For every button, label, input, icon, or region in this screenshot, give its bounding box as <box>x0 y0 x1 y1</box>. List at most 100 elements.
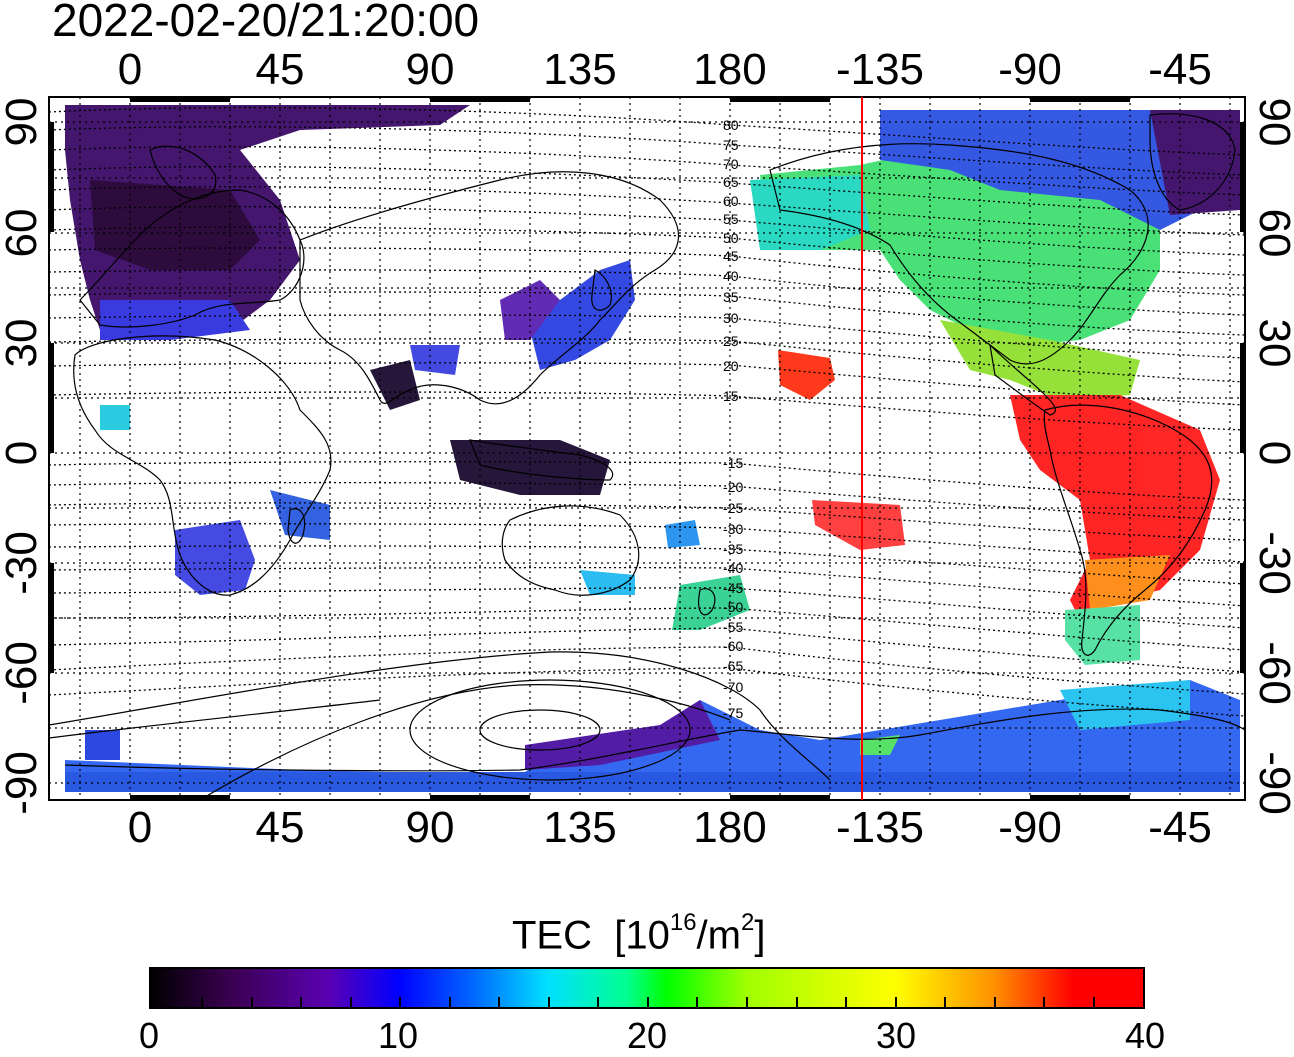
tec-region-sa-orange <box>1085 555 1170 610</box>
colorbar-unit-exponent2: 2 <box>740 909 755 936</box>
colorbar-tick <box>696 997 698 1007</box>
coast-indonesia <box>469 439 614 481</box>
top-lon-tick: -135 <box>835 45 925 94</box>
coast-japan <box>591 269 612 311</box>
magnetic-pole-contours <box>49 651 831 800</box>
coast-south-america <box>1043 404 1213 656</box>
colorbar-tick <box>994 997 996 1007</box>
colorbar-tick <box>746 997 748 1007</box>
colorbar-tick <box>796 997 798 1007</box>
bottom-lon-tick: -45 <box>1148 803 1212 852</box>
timestamp-title: 2022-02-20/21:20:00 <box>52 0 480 46</box>
colorbar-tick <box>201 997 203 1007</box>
colorbar-tick <box>498 997 500 1007</box>
right-lat-tick: 30 <box>1250 318 1294 368</box>
colorbar-quantity: TEC <box>512 913 592 958</box>
tec-region-sw-antarctic <box>85 730 120 760</box>
tec-map: 80 75 70 65 60 55 50 45 40 35 30 25 20 1… <box>48 96 1246 801</box>
colorbar-tick <box>1093 997 1095 1007</box>
frame-ticks <box>49 97 1245 800</box>
colorbar-label: 20 <box>626 1015 668 1056</box>
contour-label: 45 <box>723 248 739 264</box>
contour-label: -45 <box>723 580 743 596</box>
coastlines <box>64 113 1245 772</box>
left-lat-tick: 90 <box>0 97 46 147</box>
tec-region-south-africa <box>175 520 255 595</box>
tec-region-pacific-blue <box>665 520 700 548</box>
colorbar-label: 10 <box>377 1015 419 1056</box>
contour-label: -70 <box>723 679 743 695</box>
contour-label: 75 <box>723 137 739 153</box>
contour-label: 50 <box>723 230 739 246</box>
colorbar-tick <box>895 997 897 1007</box>
coast-central-america <box>989 343 1057 416</box>
contour-label: -20 <box>723 479 743 495</box>
magnetic-contours <box>49 106 1245 717</box>
bottom-lon-tick: 90 <box>405 803 455 852</box>
tec-region-europe-blue <box>100 300 250 340</box>
top-lon-tick: 135 <box>543 45 617 94</box>
tec-region-south-pacific <box>812 500 905 550</box>
tec-region-antarctica-bottom <box>65 772 1240 792</box>
top-lon-tick: 45 <box>255 45 305 94</box>
colorbar-tick <box>1043 997 1045 1007</box>
left-lat-tick: -90 <box>0 751 46 815</box>
contour-label: -50 <box>723 599 743 615</box>
contour-label: -30 <box>723 521 743 537</box>
tec-region-antarctica-purple <box>525 700 720 770</box>
contour-label: -60 <box>723 638 743 654</box>
contour-label: 70 <box>723 156 739 172</box>
colorbar-unit-post: ] <box>754 913 766 958</box>
colorbar-tick <box>251 997 253 1007</box>
bottom-lon-tick: -90 <box>998 803 1062 852</box>
colorbar-tick <box>350 997 352 1007</box>
left-lat-tick: -30 <box>0 531 46 595</box>
contour-label: -55 <box>723 619 743 635</box>
contour-label: 25 <box>723 333 739 349</box>
right-lat-tick: -60 <box>1250 641 1294 705</box>
colorbar-tick <box>845 997 847 1007</box>
colorbar-tick <box>300 997 302 1007</box>
colorbar-tick <box>647 997 649 1007</box>
graticule <box>49 97 1245 800</box>
contour-label: 65 <box>723 174 739 190</box>
tec-region-china <box>500 280 560 340</box>
right-lat-tick: -90 <box>1250 751 1294 815</box>
coast-asia <box>299 171 679 405</box>
tec-coverage <box>65 105 1240 792</box>
tec-region-sasia-blue <box>410 345 460 375</box>
contour-label: 15 <box>723 388 739 404</box>
coast-antarctica <box>64 708 1245 772</box>
colorbar-unit-mid: /m <box>696 913 741 958</box>
colorbar-label: 40 <box>1124 1015 1166 1056</box>
left-lat-tick: 30 <box>0 318 46 368</box>
colorbar-tick <box>597 997 599 1007</box>
contour-label: -40 <box>723 560 743 576</box>
colorbar-label: 0 <box>138 1015 160 1056</box>
contour-labels: 80 75 70 65 60 55 50 45 40 35 30 25 20 1… <box>723 117 743 721</box>
colorbar-label: 30 <box>875 1015 917 1056</box>
contour-label: 80 <box>723 117 739 133</box>
tec-region-antarctic-cyan <box>1060 680 1190 730</box>
coast-madagascar <box>287 508 306 544</box>
contour-label: 35 <box>723 289 739 305</box>
tec-region-eurasia <box>65 105 470 330</box>
right-lat-tick: 90 <box>1250 97 1294 147</box>
top-lon-tick: -45 <box>1148 45 1212 94</box>
bottom-lon-tick: 0 <box>127 803 153 852</box>
top-lon-tick: 180 <box>693 45 767 94</box>
right-lat-tick: -30 <box>1250 531 1294 595</box>
colorbar-title: TEC [1016/m2] <box>512 905 765 957</box>
coast-north-america <box>769 143 1149 365</box>
contour-label: 55 <box>723 211 739 227</box>
top-lon-tick: 0 <box>117 45 143 94</box>
tec-region-nz <box>672 575 750 630</box>
tec-region-south-america <box>1010 395 1220 620</box>
left-lat-tick: -60 <box>0 641 46 705</box>
tec-region-west-africa <box>100 405 130 430</box>
bottom-lon-tick: 135 <box>543 803 617 852</box>
colorbar-unit-exponent: 16 <box>669 909 697 936</box>
tec-region-hawaii <box>778 350 835 400</box>
tec-region-central-america <box>940 320 1140 400</box>
colorbar-unit-pre: [10 <box>614 913 670 958</box>
